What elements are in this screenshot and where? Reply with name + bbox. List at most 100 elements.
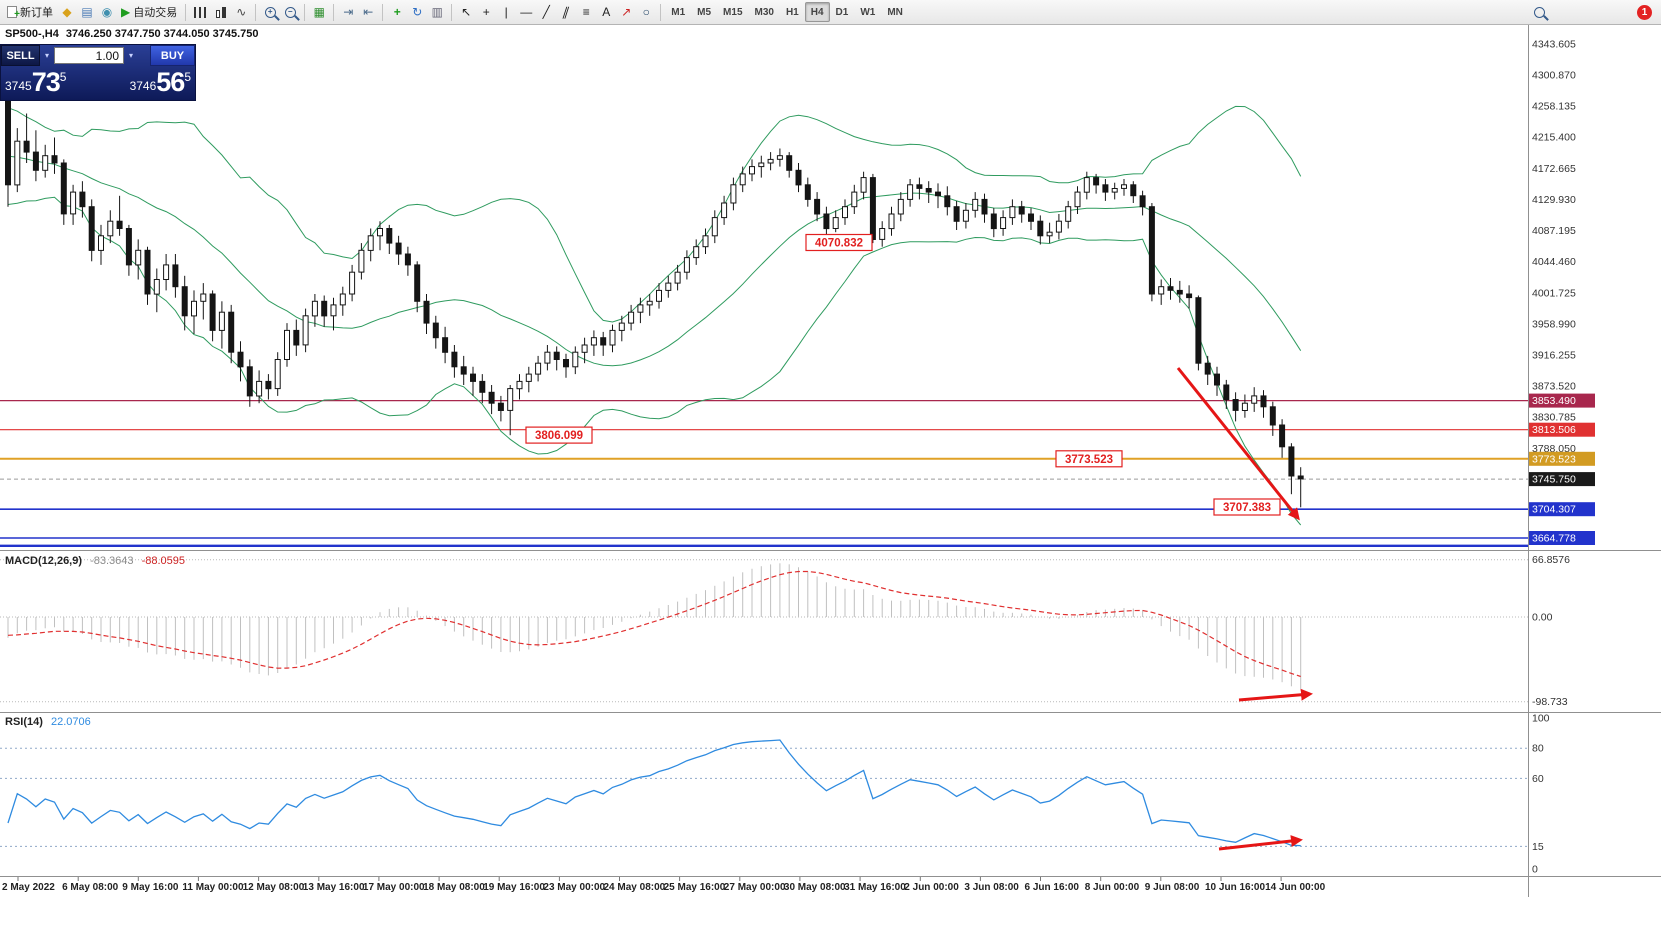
auto-scroll-icon: ⇥ [343,5,354,19]
candle-body [1018,206,1025,215]
price-label-annotation[interactable]: 3707.383 [1213,498,1281,516]
candle-body [897,198,904,215]
timeframe-m15-button[interactable]: M15 [717,2,748,22]
arrow-tool-button[interactable]: ↗ [616,2,636,22]
new-order-button[interactable]: 新订单 [3,2,57,22]
data-window-button[interactable]: ▤ [77,2,97,22]
candle-body [1241,402,1248,412]
candle-body [423,300,430,324]
candle-body [1074,191,1081,208]
zoom-in-button[interactable]: + [260,2,280,22]
crosshair-button[interactable]: + [476,2,496,22]
vertical-line-icon: | [504,5,508,19]
candle-body [767,158,774,164]
annotations[interactable]: 3806.099 4070.832 3773.523 3707.383 [525,233,1313,851]
sell-caret-icon[interactable]: ▾ [44,51,49,60]
toolbar-separator [304,3,306,21]
auto-scroll-button[interactable]: ⇥ [338,2,358,22]
fibonacci-button[interactable]: ≡ [576,2,596,22]
price-label-annotation[interactable]: 4070.832 [805,233,873,252]
candle-body [1195,297,1202,364]
time-axis-label: 9 Jun 08:00 [1145,882,1200,893]
shapes-button[interactable]: ○ [636,2,656,22]
macd-name: MACD(12,26,9) [5,555,83,567]
text-label-button[interactable]: A [596,2,616,22]
timeframe-mn-button[interactable]: MN [881,2,909,22]
candle-body [628,311,635,324]
candle-body [107,220,114,237]
zoom-out-button[interactable]: − [280,2,300,22]
search-button[interactable] [1529,2,1549,22]
trend-arrow-annotation[interactable] [1176,367,1300,521]
timeframe-w1-button[interactable]: W1 [854,2,881,22]
toolbar-separator [382,3,384,21]
candle-body [749,166,755,175]
line-chart-button[interactable]: ∿ [231,2,251,22]
pane-borders [0,24,1661,897]
price-tag-3773.523: 3773.523 [1529,451,1595,466]
trend-arrow-annotation[interactable] [1238,688,1313,702]
toolbar-separator [255,3,257,21]
candle-body [888,213,895,230]
candle-body [804,184,811,200]
svg-text:3704.307: 3704.307 [1532,504,1576,516]
candle-body [572,351,579,368]
cursor-button[interactable]: ↖ [456,2,476,22]
timeframe-h4-button[interactable]: H4 [804,2,830,22]
trend-arrow-annotation[interactable] [1218,835,1303,851]
trendline-button[interactable]: ╱ [536,2,556,22]
horizontal-line-objects[interactable] [0,400,1528,547]
chart-template-button[interactable]: ▥ [427,2,447,22]
price-label-annotation[interactable]: 3773.523 [1055,450,1123,468]
candle-body [172,264,179,288]
candle-body [386,228,393,244]
rsi-axis-label: 15 [1532,841,1544,853]
notification-badge[interactable]: 1 [1637,4,1652,20]
macd-indicator: 66.8576 0.00 -98.733 [0,554,1570,708]
rsi-axis-label: 60 [1532,773,1544,785]
volume-input[interactable] [54,47,124,64]
candle-body [730,184,737,204]
candle-body [953,206,960,222]
candle-body [832,217,839,230]
price-axis-label: 3916.255 [1532,350,1576,362]
refresh-button[interactable]: ↻ [407,2,427,22]
add-indicator-button[interactable]: + [387,2,407,22]
chart-shift-button[interactable]: ⇤ [358,2,378,22]
price-label-annotation[interactable]: 3806.099 [525,426,593,444]
time-axis[interactable]: 2 May 2022 6 May 08:00 9 May 16:00 11 May 0… [2,877,1326,893]
candle-body [358,249,365,273]
candle-body [181,286,188,317]
search-icon [1533,6,1545,18]
candle-body [1148,206,1155,295]
timeframe-m30-button[interactable]: M30 [749,2,780,22]
bars-chart-button[interactable] [190,2,211,22]
buy-button[interactable]: BUY [150,45,195,66]
tile-windows-button[interactable]: ▦ [309,2,329,22]
candle-body [5,97,11,186]
candlesticks-chart-button[interactable] [211,2,231,22]
time-axis-label: 6 May 08:00 [62,882,119,893]
navigator-button[interactable]: ◉ [97,2,117,22]
horizontal-line-button[interactable]: ― [516,2,536,22]
candle-body [1176,289,1183,295]
shapes-icon: ○ [642,5,650,19]
auto-trading-button[interactable]: ▶ 自动交易 [117,2,181,22]
timeframe-m5-button[interactable]: M5 [691,2,717,22]
candle-body [237,351,244,368]
sell-button[interactable]: SELL [1,45,40,66]
candle-body [228,311,235,353]
price-axis[interactable]: 4343.605 4300.870 4258.135 4215.400 4172.665… [1529,38,1595,545]
timeframe-d1-button[interactable]: D1 [830,2,855,22]
candle-body [451,351,458,368]
candle-body [1083,177,1090,193]
timeframe-m1-button[interactable]: M1 [665,2,691,22]
timeframe-h1-button[interactable]: H1 [780,2,805,22]
market-watch-button[interactable]: ◆ [57,2,77,22]
one-click-trading-panel: SELL ▾ ▾ BUY 3745 73 5 3746 56 5 [0,44,196,101]
channel-button[interactable]: ∥ [556,2,576,22]
buy-caret-icon[interactable]: ▾ [128,51,133,60]
vertical-line-button[interactable]: | [496,2,516,22]
candle-body [70,191,77,215]
